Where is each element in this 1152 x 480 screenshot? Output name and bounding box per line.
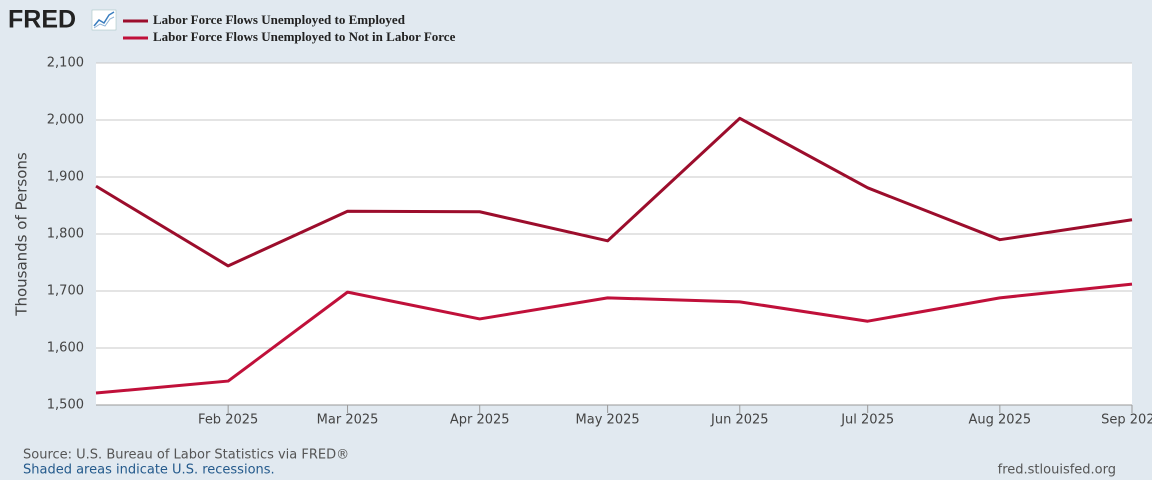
legend-label: Labor Force Flows Unemployed to Not in L…	[153, 29, 456, 44]
recession-note[interactable]: Shaded areas indicate U.S. recessions.	[23, 463, 275, 478]
y-tick-label: 1,500	[47, 398, 84, 413]
x-tick-label: Mar 2025	[317, 413, 379, 428]
x-tick-label: Feb 2025	[198, 413, 258, 428]
website[interactable]: fred.stlouisfed.org	[998, 463, 1116, 478]
x-tick-label: Aug 2025	[969, 413, 1032, 428]
y-tick-label: 1,600	[47, 341, 84, 356]
logo-icon	[91, 9, 117, 31]
y-tick-label: 2,000	[47, 113, 84, 128]
x-tick-label: Sep 2025	[1101, 413, 1152, 428]
x-tick-label: Jul 2025	[840, 413, 894, 428]
logo[interactable]: FRED	[8, 6, 76, 34]
series-line	[95, 116, 1133, 268]
x-tick-label: Apr 2025	[450, 413, 510, 428]
x-tick-label: Jun 2025	[710, 413, 769, 428]
x-tick-label: May 2025	[576, 413, 640, 428]
y-tick-label: 1,900	[47, 170, 84, 185]
series-line	[95, 282, 1133, 395]
y-axis-label: Thousands of Persons	[13, 152, 31, 317]
y-tick-label: 2,100	[47, 56, 84, 71]
y-tick-label: 1,800	[47, 227, 84, 242]
source: Source: U.S. Bureau of Labor Statistics …	[23, 448, 349, 463]
legend-label: Labor Force Flows Unemployed to Employed	[153, 12, 406, 27]
y-tick-label: 1,700	[47, 284, 84, 299]
